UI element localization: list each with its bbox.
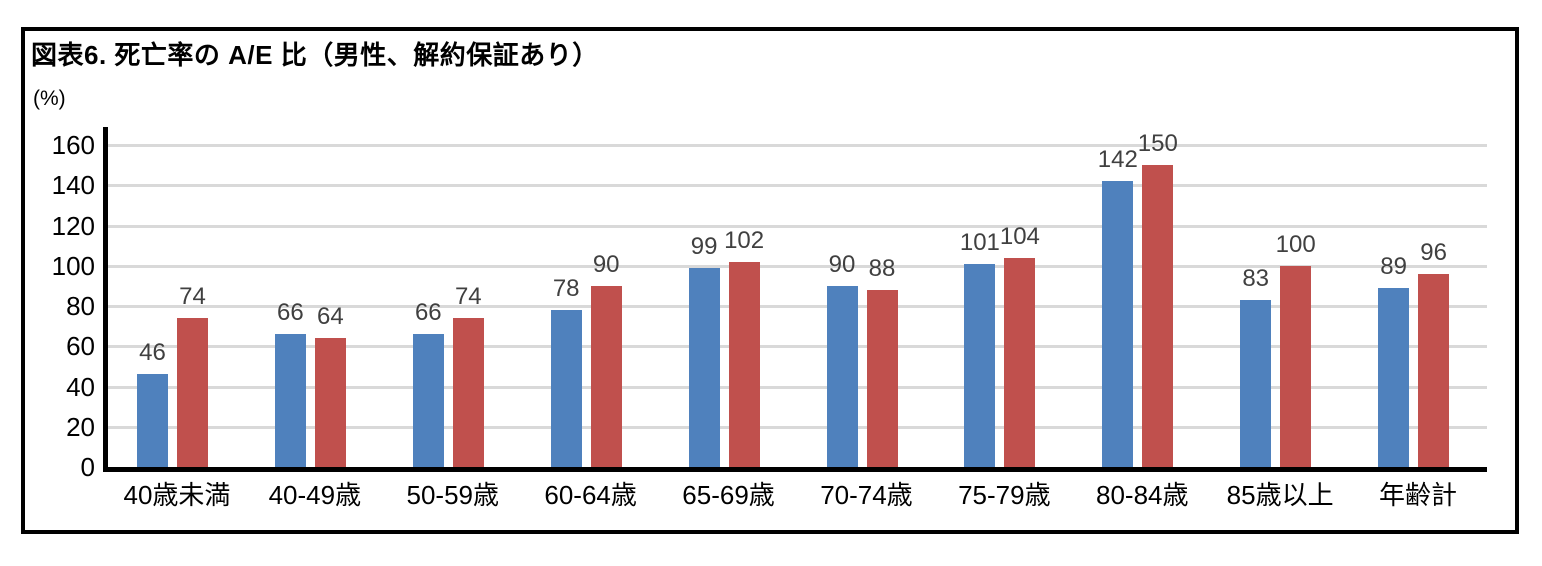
y-tick-label: 60 xyxy=(66,331,95,362)
x-category-label: 40-49歳 xyxy=(268,480,362,510)
blue-series-bar xyxy=(1240,299,1272,467)
blue-series-bar xyxy=(1102,181,1134,467)
value-label: 90 xyxy=(828,250,856,278)
value-label: 64 xyxy=(317,303,344,331)
figure-title: 図表6. 死亡率の A/E 比（男性、解約保証あり） xyxy=(31,40,599,70)
red-series-bar xyxy=(866,289,898,467)
y-tick-label: 140 xyxy=(51,170,95,201)
y-tick-label: 160 xyxy=(51,130,95,160)
x-category-label: 70-74歳 xyxy=(820,480,913,510)
value-label: 142 xyxy=(1097,146,1138,174)
value-label: 74 xyxy=(454,283,482,311)
y-axis-unit-label: (%) xyxy=(33,87,66,110)
y-tick-label: 40 xyxy=(66,371,95,402)
red-series-bar xyxy=(1004,257,1036,467)
red-series-bar xyxy=(1280,265,1312,467)
blue-series-bar xyxy=(550,310,582,467)
x-category-label: 年齢計 xyxy=(1379,480,1458,510)
y-tick-label: 100 xyxy=(51,250,95,281)
y-tick-label: 120 xyxy=(51,210,95,241)
value-label: 89 xyxy=(1380,252,1407,280)
x-category-label: 65-69歳 xyxy=(682,480,775,510)
value-label: 78 xyxy=(552,275,580,303)
value-label: 66 xyxy=(277,299,304,327)
figure-frame: 図表6. 死亡率の A/E 比（男性、解約保証あり） (%) 0 20 40 60 80… xyxy=(21,27,1519,534)
value-label: 101 xyxy=(959,228,1000,256)
y-axis-line xyxy=(103,127,108,472)
x-category-label: 85歳以上 xyxy=(1226,480,1334,510)
gridline xyxy=(108,184,1487,188)
value-label: 96 xyxy=(1420,238,1447,266)
value-label: 99 xyxy=(690,232,718,260)
value-label: 88 xyxy=(868,254,896,282)
x-category-label: 60-64歳 xyxy=(544,480,637,510)
red-series-bar xyxy=(452,318,484,467)
value-label: 104 xyxy=(999,222,1040,250)
x-category-label: 80-84歳 xyxy=(1095,480,1189,510)
gridline xyxy=(108,264,1487,268)
red-series-bar xyxy=(314,338,346,467)
value-label: 74 xyxy=(179,283,206,311)
gridline xyxy=(108,345,1487,349)
blue-series-bar xyxy=(826,285,858,467)
x-category-label: 40歳未満 xyxy=(123,480,231,510)
x-category-label: 75-79歳 xyxy=(958,480,1051,510)
y-tick-label: 20 xyxy=(66,411,95,442)
value-label: 90 xyxy=(592,250,620,278)
x-axis-line xyxy=(103,467,1487,472)
red-series-bar xyxy=(1142,165,1174,467)
blue-series-bar xyxy=(688,267,720,467)
blue-series-bar xyxy=(274,334,306,467)
blue-series-bar xyxy=(1378,287,1410,467)
value-label: 150 xyxy=(1137,130,1178,158)
red-series-bar xyxy=(177,318,208,467)
gridline xyxy=(108,305,1487,308)
value-label: 46 xyxy=(139,339,166,367)
blue-series-bar xyxy=(964,263,996,467)
gridline xyxy=(108,425,1487,429)
red-series-bar xyxy=(590,285,622,467)
value-label: 66 xyxy=(414,299,442,327)
y-tick-label: 0 xyxy=(80,452,95,482)
red-series-bar xyxy=(1418,273,1450,467)
y-tick-label: 80 xyxy=(66,291,95,321)
value-label: 100 xyxy=(1275,230,1316,258)
value-label: 102 xyxy=(724,226,765,254)
value-label: 83 xyxy=(1242,264,1270,292)
gridline xyxy=(108,385,1487,389)
gridline xyxy=(108,144,1487,147)
blue-series-bar xyxy=(412,334,444,467)
blue-series-bar xyxy=(137,374,168,467)
red-series-bar xyxy=(728,261,760,467)
gridline xyxy=(108,224,1487,228)
x-category-label: 50-59歳 xyxy=(406,480,499,510)
